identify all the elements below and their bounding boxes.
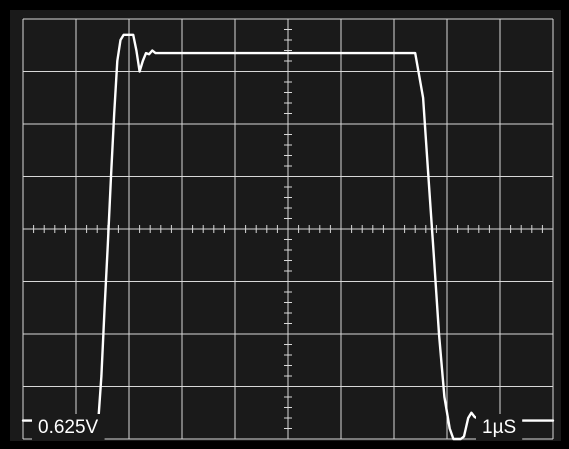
volts-per-division-label: 0.625V — [38, 417, 99, 438]
scale-label-background — [32, 414, 105, 441]
scale-labels: 0.625V 1µS — [32, 414, 523, 441]
time-per-division-label: 1µS — [482, 417, 516, 438]
waveform-trace — [21, 33, 555, 441]
graticule — [22, 18, 554, 440]
scale-label-background — [476, 414, 523, 441]
trace-layer — [21, 33, 555, 441]
